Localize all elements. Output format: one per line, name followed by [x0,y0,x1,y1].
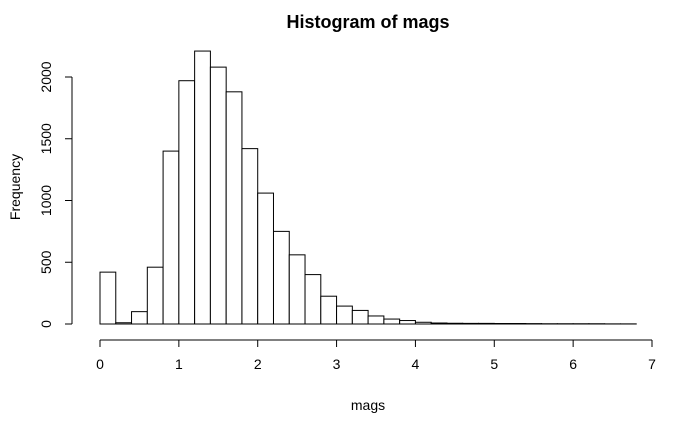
chart-title: Histogram of mags [286,12,449,32]
histogram-bar [241,148,259,325]
histogram-bar [194,50,211,325]
histogram-bar [162,150,180,325]
histogram-bar [146,266,164,325]
histogram-bar [399,320,416,325]
histogram-bar [257,192,274,325]
histogram-bar [131,311,148,325]
histogram-bar [414,321,432,325]
x-tick-label: 4 [412,356,420,372]
histogram-bar [383,318,401,325]
histogram-bar [478,322,495,325]
y-tick-label: 500 [38,250,54,274]
histogram-bar [178,80,196,325]
y-tick-label: 1500 [38,123,54,154]
histogram-bar [304,274,322,325]
y-tick-label: 0 [38,320,54,328]
histogram-bar [209,66,227,325]
histogram-bars [99,50,637,325]
histogram-bar [430,322,448,325]
histogram-bar [462,322,480,325]
histogram-bar [367,315,385,325]
histogram-bar [272,230,290,325]
x-tick-label: 3 [333,356,341,372]
y-axis-label: Frequency [7,154,23,220]
x-tick-label: 2 [254,356,262,372]
y-tick-label: 1000 [38,185,54,216]
x-axis: 0 1 2 3 4 5 6 7 [96,339,656,372]
histogram-bar [99,271,117,325]
histogram-bar [115,322,133,325]
y-axis: 0 500 1000 1500 2000 [38,61,73,328]
x-tick-label: 6 [569,356,577,372]
histogram-bar [225,91,243,325]
x-tick-label: 1 [175,356,183,372]
x-tick-label: 7 [648,356,656,372]
x-axis-label: mags [351,397,385,413]
histogram-bar [351,309,369,325]
y-tick-label: 2000 [38,61,54,92]
histogram-bar [288,254,306,325]
histogram-bar [336,305,353,325]
histogram-bar [446,322,464,325]
x-tick-label: 0 [96,356,104,372]
x-tick-label: 5 [490,356,498,372]
histogram-bar [320,295,338,325]
